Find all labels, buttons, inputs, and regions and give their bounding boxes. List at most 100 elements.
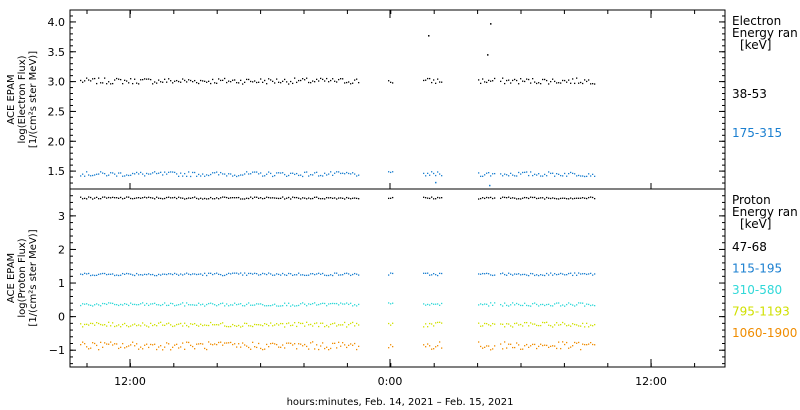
data-point-1-0 <box>540 197 542 199</box>
data-point-1-1 <box>212 273 214 276</box>
data-point-1-1 <box>300 274 302 276</box>
data-point-0-1 <box>278 172 280 174</box>
data-point-0-0 <box>264 79 266 82</box>
data-point-1-0 <box>552 197 554 199</box>
data-point-1-0 <box>500 197 502 200</box>
data-point-1-4 <box>326 346 328 348</box>
data-point-1-4 <box>194 348 196 350</box>
data-point-0-1 <box>292 172 294 174</box>
data-point-1-0 <box>102 196 104 198</box>
data-point-1-4 <box>520 348 522 350</box>
data-point-1-1 <box>348 273 350 275</box>
data-point-1-1 <box>132 274 134 276</box>
data-point-1-3 <box>328 326 330 328</box>
data-point-1-3 <box>130 325 132 327</box>
data-point-1-3 <box>258 324 260 326</box>
data-point-0-0 <box>130 78 132 80</box>
data-point-1-2 <box>174 304 176 307</box>
data-point-1-3 <box>346 326 348 328</box>
data-point-0-0 <box>332 78 334 80</box>
legend-header-0-1: Energy ran <box>732 26 798 40</box>
data-point-1-1 <box>268 272 270 274</box>
data-point-1-2 <box>534 302 536 304</box>
data-point-0-0 <box>128 82 130 84</box>
data-point-1-0 <box>558 198 560 200</box>
data-point-1-2 <box>100 305 102 307</box>
data-point-1-3 <box>150 322 152 325</box>
data-point-0-1 <box>506 174 508 176</box>
data-point-1-1 <box>342 274 344 276</box>
data-point-1-0 <box>522 197 524 199</box>
data-point-0-1 <box>342 172 344 174</box>
data-point-1-1 <box>198 273 200 275</box>
data-point-1-1 <box>216 272 218 274</box>
data-point-1-3 <box>500 323 502 325</box>
data-point-1-3 <box>296 325 298 328</box>
data-point-1-1 <box>592 274 594 276</box>
data-point-1-1 <box>188 273 190 275</box>
data-point-1-1 <box>178 274 180 276</box>
data-point-1-0 <box>586 197 588 200</box>
data-point-1-1 <box>82 273 84 276</box>
data-point-0-0 <box>320 77 322 80</box>
data-point-0-0 <box>492 80 494 82</box>
data-point-1-0 <box>170 197 172 199</box>
data-point-1-4 <box>80 343 82 346</box>
data-point-0-1 <box>160 171 162 173</box>
data-point-1-0 <box>230 197 232 199</box>
data-point-0-1 <box>486 172 488 174</box>
legend-entry-1-1: 115-195 <box>732 262 782 276</box>
data-point-1-2 <box>152 303 154 305</box>
data-point-1-2 <box>356 305 358 307</box>
data-point-1-1 <box>582 273 584 275</box>
data-point-1-1 <box>166 273 168 276</box>
data-point-1-1 <box>506 274 508 276</box>
data-point-1-2 <box>352 305 354 307</box>
data-point-0-0 <box>204 80 206 82</box>
data-point-0-0 <box>314 81 316 83</box>
data-point-1-1 <box>508 272 510 274</box>
data-point-1-3 <box>260 324 262 326</box>
data-point-1-1 <box>590 272 592 275</box>
data-point-1-3 <box>584 326 586 328</box>
data-point-1-1 <box>226 273 228 276</box>
data-point-0-1 <box>140 171 142 174</box>
data-point-1-3 <box>546 321 548 323</box>
data-point-1-3 <box>340 324 342 326</box>
data-point-0-1 <box>110 172 112 174</box>
data-point-outlier <box>489 184 491 187</box>
data-point-1-0 <box>308 197 310 199</box>
data-point-1-4 <box>294 343 296 345</box>
data-point-1-0 <box>202 198 204 200</box>
data-point-1-1 <box>214 273 216 275</box>
data-point-1-1 <box>546 272 548 275</box>
data-point-1-4 <box>82 341 84 343</box>
data-point-1-1 <box>104 272 106 275</box>
data-point-0-1 <box>234 174 236 176</box>
data-point-1-3 <box>242 325 244 327</box>
data-point-1-0 <box>114 197 116 199</box>
data-point-1-0 <box>198 198 200 200</box>
data-point-1-4 <box>268 346 270 348</box>
data-point-1-1 <box>562 273 564 275</box>
data-point-1-4 <box>110 341 112 343</box>
y-axis-label-1-2: [1/(cm²s ster MeV)] <box>28 229 39 326</box>
data-point-1-0 <box>342 197 344 199</box>
data-point-1-4 <box>558 341 560 343</box>
data-point-1-1 <box>140 274 142 276</box>
data-point-1-0 <box>340 197 342 199</box>
data-point-0-0 <box>134 78 136 80</box>
data-point-1-2 <box>592 304 594 306</box>
data-point-1-0 <box>332 197 334 200</box>
data-point-0-0 <box>312 80 314 82</box>
data-point-1-0 <box>570 197 572 199</box>
data-point-1-4 <box>320 345 322 347</box>
data-point-0-1 <box>423 172 425 175</box>
data-point-1-0 <box>542 197 544 199</box>
data-point-0-0 <box>236 82 238 84</box>
data-point-1-1 <box>182 274 184 276</box>
data-point-0-1 <box>482 175 484 177</box>
data-point-1-0 <box>526 197 528 199</box>
data-point-1-1 <box>512 274 514 276</box>
